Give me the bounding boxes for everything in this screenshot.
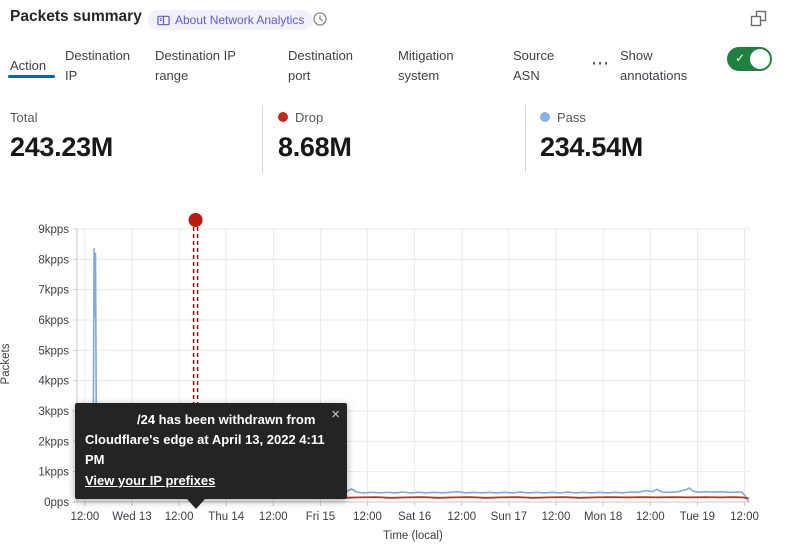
tab-destination-ip-range[interactable]: Destination IP range [155,48,236,83]
tab-destination-port[interactable]: Destination port [288,48,354,83]
active-tab-underline [8,75,55,78]
tab-destination-ip[interactable]: Destination IP [65,48,131,83]
tab-mitigation-system[interactable]: Mitigation system [398,48,454,83]
stats-divider [525,105,526,173]
show-annotations-label: Show annotations [620,48,688,83]
y-tick-label: 1kpps [38,467,69,479]
x-axis-title: Time (local) [383,530,443,542]
drop-dot-icon [278,112,288,122]
toggle-knob [750,49,770,69]
y-tick-label: 0pps [44,497,69,509]
y-tick-label: 4kpps [38,376,69,388]
x-tick-label: 12:00 [730,511,759,523]
tab-action[interactable]: Action [10,58,47,73]
x-tick-label: 12:00 [636,511,665,523]
y-tick-label: 2kpps [38,436,69,448]
x-tick-label: Wed 13 [112,511,151,523]
x-tick-label: 12:00 [259,511,288,523]
tab-source-asn[interactable]: Source ASN [513,48,555,83]
tooltip-line2: Cloudflare's edge at April 13, 2022 4:11… [85,432,325,467]
y-tick-label: 6kpps [38,315,69,327]
about-network-analytics-badge[interactable]: About Network Analytics [148,10,314,30]
annotation-tooltip: × /24 has been withdrawn from Cloudflare… [75,403,347,509]
y-axis-title: Packets [0,343,12,385]
x-tick-label: Thu 14 [208,511,244,523]
y-tick-label: 9kpps [38,224,69,236]
y-tick-label: 8kpps [38,254,69,266]
tooltip-line1: /24 has been withdrawn from [137,412,316,427]
page-title: Packets summary [10,8,142,25]
stat-total: Total 243.23M [10,108,113,163]
x-tick-label: Fri 15 [306,511,335,523]
check-icon: ✓ [735,51,746,65]
show-annotations-toggle[interactable]: ✓ [727,47,772,71]
stat-pass-value: 234.54M [540,132,643,162]
close-icon[interactable]: × [331,406,340,423]
x-tick-label: 12:00 [165,511,194,523]
x-tick-label: Tue 19 [680,511,715,523]
badge-label: About Network Analytics [175,13,305,27]
x-tick-label: 12:00 [542,511,571,523]
clock-icon[interactable] [312,11,328,27]
annotation-marker[interactable] [188,213,203,227]
stat-drop: Drop 8.68M [278,108,352,163]
y-tick-label: 5kpps [38,345,69,357]
stat-pass-label: Pass [557,109,586,125]
y-tick-label: 3kpps [38,406,69,418]
x-tick-label: Sun 17 [491,511,527,523]
x-tick-label: 12:00 [447,511,476,523]
stat-drop-label: Drop [295,109,324,125]
more-tabs-icon[interactable]: ⋯ [591,53,610,73]
book-icon [157,14,170,27]
popout-icon[interactable] [749,9,768,28]
stats-divider [262,105,263,173]
y-tick-label: 7kpps [38,285,69,297]
stat-pass: Pass 234.54M [540,108,643,163]
stat-total-label: Total [10,109,38,125]
x-tick-label: Sat 16 [398,511,431,523]
x-tick-label: Mon 18 [584,511,622,523]
tooltip-arrow [187,499,205,509]
stat-drop-value: 8.68M [278,132,352,162]
pass-dot-icon [540,112,550,122]
stat-total-value: 243.23M [10,132,113,162]
x-tick-label: 12:00 [70,511,99,523]
view-ip-prefixes-link[interactable]: View your IP prefixes [85,473,216,488]
x-tick-label: 12:00 [353,511,382,523]
